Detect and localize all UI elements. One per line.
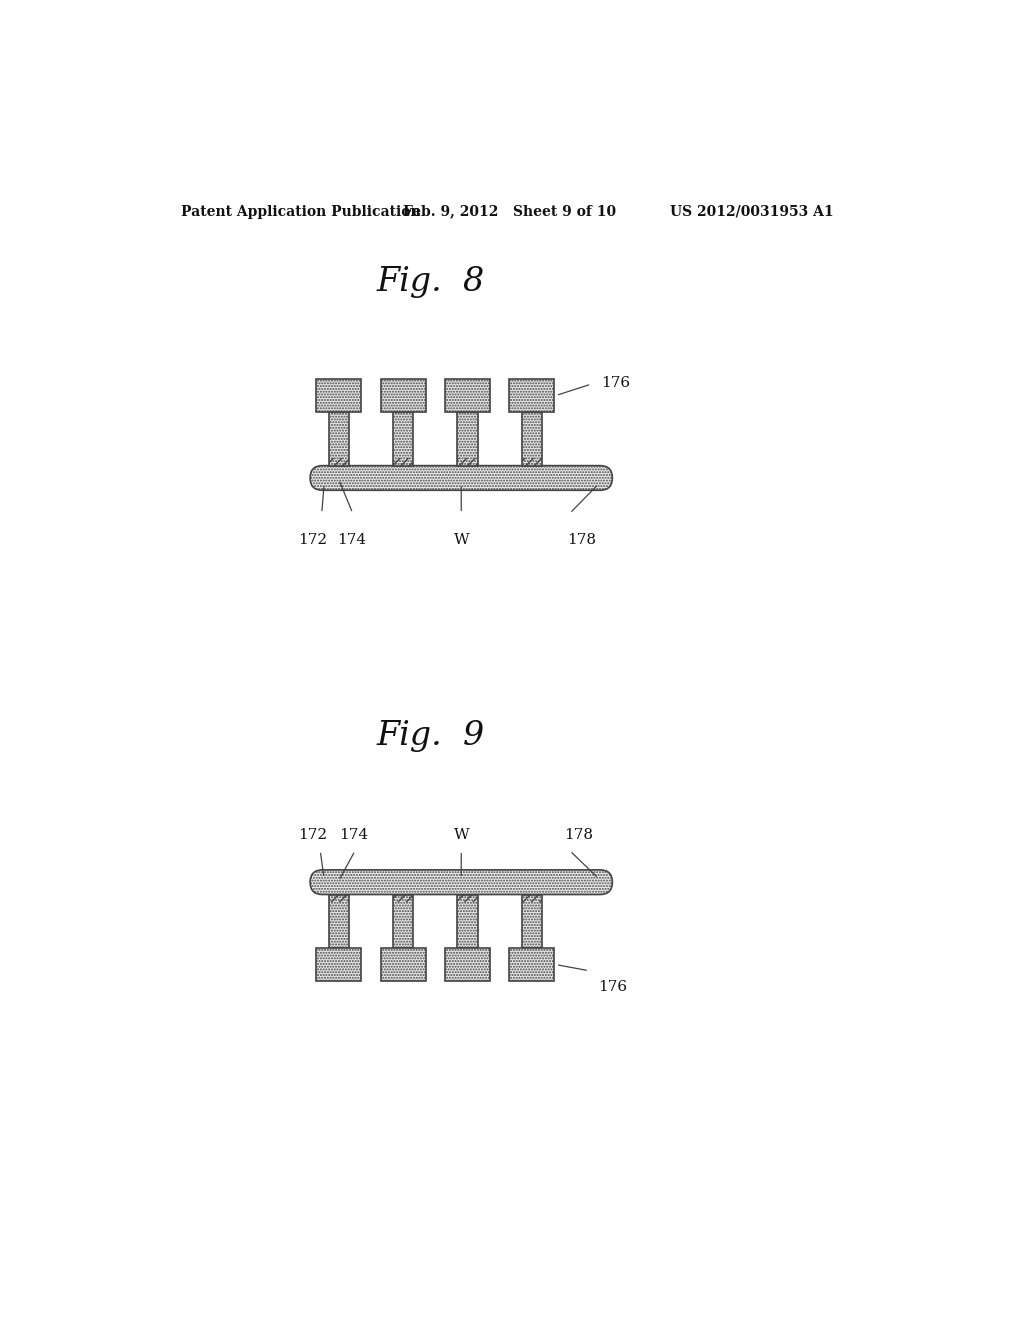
Text: 176: 176 [598, 979, 628, 994]
Text: 178: 178 [567, 533, 596, 546]
FancyBboxPatch shape [445, 949, 489, 981]
Text: Fig.  8: Fig. 8 [376, 267, 484, 298]
Text: 172: 172 [298, 533, 327, 546]
Text: W: W [454, 828, 469, 842]
Text: W: W [454, 533, 469, 546]
FancyBboxPatch shape [521, 895, 542, 949]
Text: 174: 174 [337, 533, 366, 546]
Text: 172: 172 [298, 828, 327, 842]
FancyBboxPatch shape [310, 870, 612, 895]
FancyBboxPatch shape [393, 412, 414, 466]
FancyBboxPatch shape [445, 379, 489, 412]
Text: Fig.  9: Fig. 9 [376, 721, 484, 752]
FancyBboxPatch shape [509, 379, 554, 412]
FancyBboxPatch shape [310, 466, 612, 490]
FancyBboxPatch shape [329, 412, 349, 466]
FancyBboxPatch shape [329, 895, 349, 949]
FancyBboxPatch shape [509, 949, 554, 981]
Text: 176: 176 [601, 376, 630, 391]
FancyBboxPatch shape [316, 949, 361, 981]
FancyBboxPatch shape [316, 379, 361, 412]
Text: US 2012/0031953 A1: US 2012/0031953 A1 [671, 205, 835, 219]
FancyBboxPatch shape [458, 895, 477, 949]
Text: 174: 174 [339, 828, 368, 842]
Text: 178: 178 [564, 828, 594, 842]
FancyBboxPatch shape [393, 895, 414, 949]
FancyBboxPatch shape [521, 412, 542, 466]
Text: Feb. 9, 2012   Sheet 9 of 10: Feb. 9, 2012 Sheet 9 of 10 [403, 205, 616, 219]
FancyBboxPatch shape [381, 949, 426, 981]
FancyBboxPatch shape [381, 379, 426, 412]
Text: Patent Application Publication: Patent Application Publication [180, 205, 420, 219]
FancyBboxPatch shape [458, 412, 477, 466]
